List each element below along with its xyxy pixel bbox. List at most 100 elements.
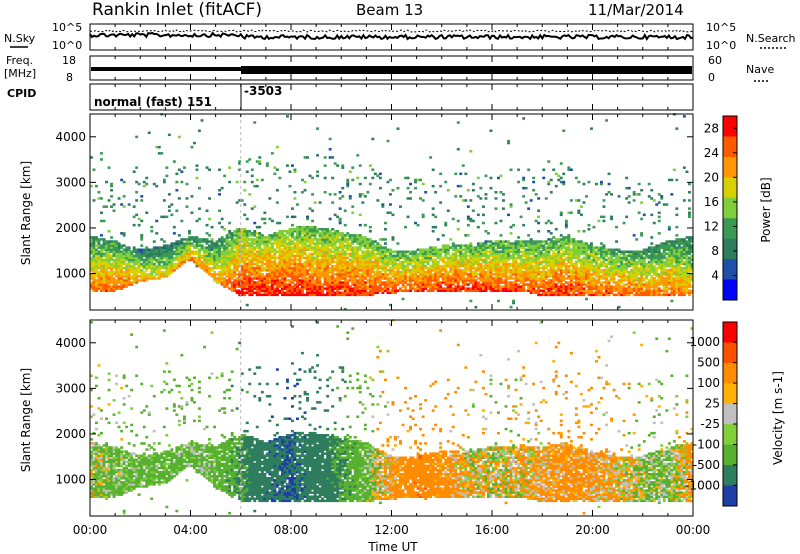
power-echo-cell: [582, 182, 586, 186]
power-echo-cell: [401, 297, 405, 301]
power-echo-cell: [120, 246, 124, 249]
power-echo-cell: [421, 266, 425, 270]
power-echo-cell: [487, 279, 490, 282]
power-echo-cell: [137, 275, 141, 278]
power-echo-cell: [155, 258, 159, 262]
power-echo-cell: [384, 269, 387, 272]
power-echo-cell: [384, 285, 387, 288]
power-echo-cell: [311, 219, 314, 223]
power-echo-cell: [248, 193, 252, 196]
power-echo-cell: [273, 279, 277, 282]
power-echo-cell: [389, 271, 392, 274]
power-echo-cell: [313, 252, 317, 256]
power-echo-cell: [356, 293, 360, 297]
power-echo-cell: [250, 260, 254, 264]
power-echo-cell: [110, 184, 113, 188]
power-echo-cell: [492, 266, 495, 270]
power-echo-cell: [361, 240, 365, 243]
power-echo-cell: [539, 281, 543, 284]
power-echo-cell: [361, 285, 365, 288]
power-echo-cell: [336, 256, 340, 260]
power-echo-cell: [446, 248, 450, 251]
power-echo-cell: [341, 246, 345, 249]
power-echo-cell: [441, 277, 445, 280]
power-echo-cell: [389, 289, 392, 292]
power-echo-cell: [160, 152, 164, 155]
power-echo-cell: [306, 254, 309, 258]
power-echo-cell: [127, 256, 131, 260]
power-echo-cell: [155, 250, 159, 253]
power-echo-cell: [399, 262, 402, 266]
power-echo-cell: [306, 285, 309, 288]
power-echo-cell: [283, 250, 287, 253]
power-echo-cell: [502, 250, 505, 253]
power-echo-cell: [358, 275, 362, 278]
power-echo-cell: [140, 244, 144, 247]
power-echo-cell: [243, 250, 247, 253]
power-echo-cell: [223, 273, 227, 276]
power-echo-cell: [225, 240, 229, 243]
power-echo-cell: [406, 289, 410, 292]
power-echo-cell: [519, 277, 523, 280]
power-echo-cell: [275, 246, 279, 249]
power-echo-cell: [273, 287, 277, 290]
power-echo-cell: [306, 271, 309, 274]
power-echo-cell: [469, 275, 473, 278]
power-echo-cell: [424, 275, 428, 278]
power-echo-cell: [554, 228, 558, 231]
power-echo-cell: [260, 252, 264, 256]
power-echo-cell: [331, 156, 335, 159]
power-echo-cell: [333, 236, 337, 239]
power-echo-cell: [185, 256, 189, 260]
power-echo-cell: [459, 273, 463, 276]
power-echo-cell: [283, 244, 287, 247]
power-echo-cell: [429, 279, 433, 282]
power-echo-cell: [321, 289, 324, 292]
power-echo-cell: [250, 283, 254, 286]
power-echo-cell: [419, 279, 422, 282]
power-echo-cell: [444, 289, 448, 292]
power-echo-cell: [316, 238, 319, 241]
power-echo-cell: [172, 252, 176, 256]
power-echo-cell: [421, 273, 425, 276]
power-echo-cell: [175, 266, 179, 270]
power-echo-cell: [311, 230, 314, 233]
power-echo-cell: [102, 219, 106, 223]
power-echo-cell: [366, 262, 370, 266]
power-echo-cell: [371, 289, 375, 292]
power-echo-cell: [431, 279, 435, 282]
power-echo-cell: [107, 271, 111, 274]
power-echo-cell: [476, 248, 480, 251]
power-echo-cell: [517, 248, 520, 251]
power-echo-cell: [112, 273, 116, 276]
power-echo-cell: [303, 228, 307, 231]
power-echo-cell: [346, 269, 350, 272]
power-echo-cell: [469, 246, 473, 249]
power-echo-cell: [547, 293, 551, 297]
power-echo-cell: [308, 289, 312, 292]
power-echo-cell: [95, 281, 98, 284]
power-echo-cell: [210, 252, 214, 256]
power-echo-cell: [313, 256, 317, 260]
power-echo-cell: [504, 283, 508, 286]
power-echo-cell: [225, 273, 229, 276]
power-echo-cell: [419, 275, 422, 278]
power-echo-cell: [522, 117, 526, 120]
power-echo-cell: [301, 273, 304, 276]
power-echo-cell: [125, 248, 129, 251]
power-echo-cell: [260, 289, 264, 292]
power-echo-cell: [532, 285, 536, 288]
power-echo-cell: [323, 250, 327, 253]
power-echo-cell: [399, 271, 402, 274]
power-echo-cell: [456, 269, 460, 272]
power-echo-cell: [321, 234, 324, 237]
power-echo-cell: [459, 258, 463, 262]
power-echo-cell: [446, 256, 450, 260]
power-echo-cell: [198, 242, 201, 245]
power-echo-cell: [97, 287, 101, 290]
power-echo-cell: [378, 279, 382, 282]
power-echo-cell: [539, 285, 543, 288]
power-echo-cell: [386, 258, 390, 262]
power-echo-cell: [343, 209, 347, 212]
power-echo-cell: [203, 246, 206, 249]
